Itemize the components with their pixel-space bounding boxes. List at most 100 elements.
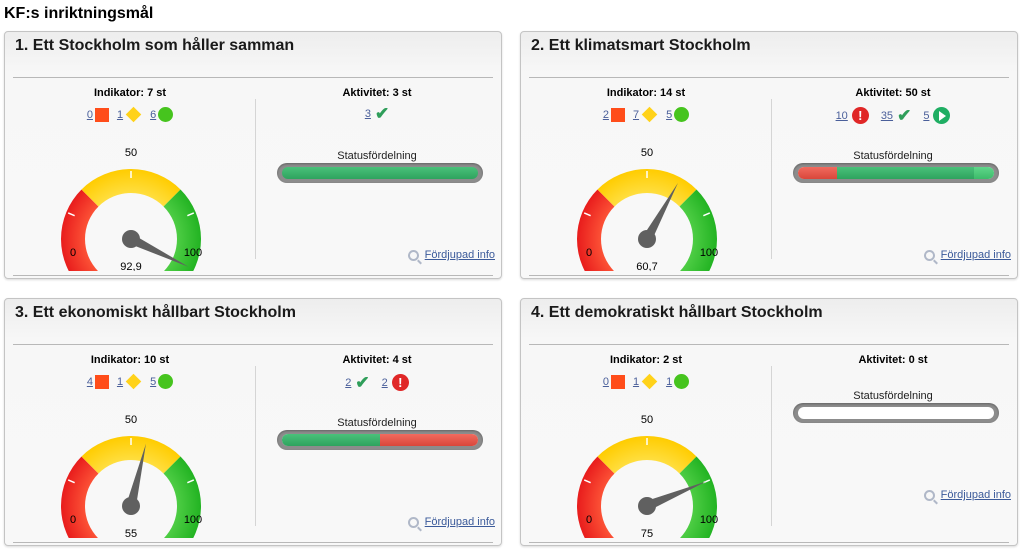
gauge-yellow-zone: [597, 169, 697, 207]
activity-header: Aktivitet: 0 st: [858, 354, 928, 366]
gauge-hub: [122, 230, 140, 248]
indicator-green-group: 1: [666, 374, 690, 389]
activity-count-link[interactable]: 2: [381, 376, 388, 389]
indicator-yellow-count-link[interactable]: 7: [632, 108, 640, 121]
gauge-needle: [645, 481, 707, 511]
indicator-counts: 0 1 6: [5, 106, 255, 123]
red-square-icon: [610, 107, 625, 122]
indicator-red-group: 2: [602, 107, 625, 122]
activity-count-link[interactable]: 35: [880, 109, 894, 122]
panel-title: 1. Ett Stockholm som håller samman: [15, 37, 295, 54]
green-circle-icon: [674, 374, 690, 389]
gauge-tick: [187, 479, 195, 484]
activity-counts: 10! 35 ✔ 5: [773, 107, 1013, 124]
indicator-yellow-count-link[interactable]: 1: [632, 375, 640, 388]
more-info-link[interactable]: Fördjupad info: [407, 249, 495, 261]
divider: [529, 77, 1009, 78]
status-segment-green: [837, 167, 975, 179]
gauge: 50 0 100 75: [577, 414, 718, 538]
gauge-red-zone: [61, 189, 99, 271]
status-segment-red: [798, 167, 838, 179]
gauge-min-label: 0: [586, 247, 592, 259]
more-info-label: Fördjupad info: [424, 249, 495, 261]
gauge-needle: [126, 443, 146, 508]
gauge-mid-label: 50: [125, 147, 137, 159]
gauge-needle: [642, 182, 678, 242]
yellow-diamond-icon: [641, 373, 658, 390]
activity-header: Aktivitet: 4 st: [342, 354, 412, 366]
indicator-green-group: 6: [150, 107, 174, 122]
indicator-header: Indikator: 10 st: [90, 354, 170, 366]
status-segment-green: [282, 434, 380, 446]
more-info-link[interactable]: Fördjupad info: [407, 516, 495, 528]
indicator-green-count-link[interactable]: 5: [666, 108, 673, 121]
panel-title: 4. Ett demokratiskt hållbart Stockholm: [531, 304, 823, 321]
column-divider: [255, 99, 256, 259]
goal-panel: 1. Ett Stockholm som håller samman Indika…: [4, 31, 502, 279]
gauge-hub: [122, 497, 140, 515]
red-square-icon: [94, 107, 109, 122]
gauge: 50 0 100 60,7: [577, 147, 718, 271]
status-bar: [793, 403, 999, 423]
divider: [13, 275, 493, 276]
indicator-green-count-link[interactable]: 1: [666, 375, 673, 388]
activity-count-link[interactable]: 5: [923, 109, 930, 122]
indicator-red-group: 0: [86, 107, 109, 122]
activity-count-link[interactable]: 10: [835, 109, 848, 122]
indicator-yellow-count-link[interactable]: 1: [116, 108, 124, 121]
indicator-yellow-count-link[interactable]: 1: [116, 375, 124, 388]
indicator-green-count-link[interactable]: 5: [150, 375, 157, 388]
status-label: Statusfördelning: [337, 150, 417, 162]
divider: [529, 275, 1009, 276]
activity-count-link[interactable]: 2: [345, 376, 352, 389]
gauge-max-label: 100: [184, 514, 202, 526]
status-segment-end: [974, 167, 994, 179]
gauge: 50 0 100 55: [61, 414, 202, 538]
goal-panel: 3. Ett ekonomiskt hållbart Stockholm Indi…: [4, 298, 502, 546]
indicator-red-count-link[interactable]: 0: [602, 375, 609, 388]
indicator-green-group: 5: [150, 374, 174, 389]
indicator-red-group: 0: [602, 374, 625, 389]
gauge: 50 0 100 92,9: [61, 147, 202, 271]
indicator-red-count-link[interactable]: 0: [86, 108, 93, 121]
indicator-green-count-link[interactable]: 6: [150, 108, 157, 121]
magnifier-icon: [407, 516, 419, 528]
gauge-red-zone: [61, 456, 99, 538]
gauge-value-label: 75: [641, 528, 653, 538]
gauge-hub: [638, 497, 656, 515]
more-info-link[interactable]: Fördjupad info: [923, 489, 1011, 501]
indicator-red-count-link[interactable]: 2: [602, 108, 609, 121]
activity-group: 35 ✔: [880, 107, 912, 124]
red-square-icon: [94, 374, 109, 389]
activity-counts: 2 ✔ 2!: [257, 374, 497, 391]
magnifier-icon: [923, 489, 935, 501]
more-info-label: Fördjupad info: [940, 249, 1011, 261]
more-info-label: Fördjupad info: [940, 489, 1011, 501]
status-label: Statusfördelning: [853, 150, 933, 162]
column-divider: [771, 99, 772, 259]
indicator-red-count-link[interactable]: 4: [86, 375, 93, 388]
indicator-counts: 4 1 5: [5, 373, 255, 390]
gauge-max-label: 100: [700, 514, 718, 526]
more-info-link[interactable]: Fördjupad info: [923, 249, 1011, 261]
gauge-hub: [638, 230, 656, 248]
exclamation-icon: !: [391, 374, 409, 391]
indicator-counts: 0 1 1: [521, 373, 771, 390]
gauge-tick: [583, 212, 591, 217]
gauge-max-label: 100: [184, 247, 202, 259]
status-bar: [793, 163, 999, 183]
status-bar-track: [282, 434, 478, 446]
more-info-label: Fördjupad info: [424, 516, 495, 528]
gauge-needle: [128, 234, 189, 267]
gauge-value-label: 55: [125, 528, 137, 538]
gauge-tick: [583, 479, 591, 484]
divider: [529, 542, 1009, 543]
divider: [13, 542, 493, 543]
status-bar-track: [798, 407, 994, 419]
page-title: KF:s inriktningsmål: [4, 5, 154, 22]
activity-count-link[interactable]: 3: [364, 108, 371, 120]
column-divider: [771, 366, 772, 526]
indicator-red-group: 4: [86, 374, 109, 389]
status-bar: [277, 163, 483, 183]
yellow-diamond-icon: [125, 373, 142, 390]
